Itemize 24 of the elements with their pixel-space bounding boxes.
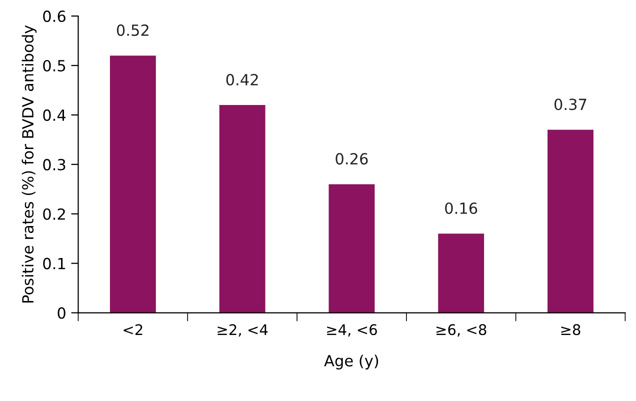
- y-tick-label: 0.6: [43, 10, 66, 22]
- y-tick-label: 0.5: [43, 60, 66, 72]
- y-tick-label: 0.1: [43, 258, 66, 270]
- x-tick-label: ≥2, <4: [218, 324, 268, 337]
- bar: [110, 56, 156, 313]
- x-tick-label: ≥6, <8: [436, 324, 486, 337]
- bar: [548, 130, 594, 313]
- data-label: 0.42: [226, 74, 258, 86]
- y-tick-label: 0.3: [43, 158, 66, 170]
- data-label: 0.37: [554, 98, 586, 110]
- x-tick-label: ≥8: [561, 324, 580, 336]
- data-label: 0.52: [116, 24, 148, 36]
- bar: [219, 105, 266, 313]
- y-axis-title: Positive rates (%) for BVDV antibody: [22, 25, 37, 302]
- data-label: 0.16: [445, 202, 478, 214]
- x-tick-label: <2: [124, 324, 142, 335]
- bar: [438, 234, 484, 313]
- y-tick-label: 0: [58, 307, 66, 319]
- y-tick-label: 0.2: [43, 208, 65, 220]
- x-tick-label: ≥4, <6: [327, 324, 377, 337]
- bar: [328, 184, 375, 313]
- y-tick-label: 0.4: [43, 109, 66, 121]
- x-axis-title: Age (y): [324, 354, 378, 370]
- data-label: 0.26: [336, 153, 368, 165]
